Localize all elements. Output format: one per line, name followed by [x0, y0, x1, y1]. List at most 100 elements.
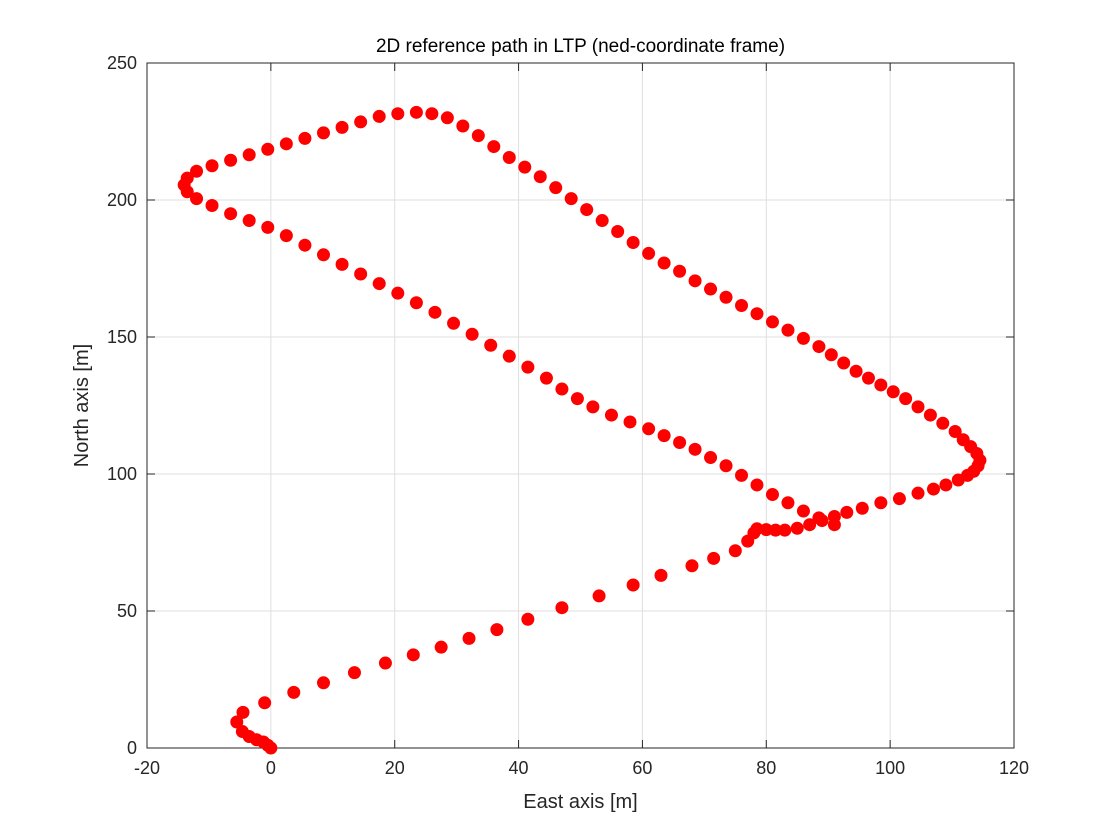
data-point — [688, 442, 702, 456]
data-point — [564, 192, 578, 206]
data-point — [657, 429, 671, 443]
y-tick-label: 100 — [107, 464, 137, 484]
data-point — [948, 425, 962, 439]
y-tick-label: 200 — [107, 190, 137, 210]
data-point — [939, 478, 953, 492]
data-point — [298, 131, 312, 145]
data-point — [347, 666, 361, 680]
data-point — [391, 107, 405, 121]
data-point — [378, 656, 392, 670]
data-point — [261, 142, 275, 156]
data-point — [673, 264, 687, 278]
data-point — [886, 385, 900, 399]
data-point — [258, 696, 272, 710]
data-point — [224, 207, 238, 221]
data-point — [409, 296, 423, 310]
data-point — [533, 170, 547, 184]
data-point — [778, 523, 792, 537]
data-point — [735, 298, 749, 312]
data-point — [549, 181, 563, 195]
data-point — [803, 518, 817, 532]
data-point — [502, 349, 516, 363]
data-point — [750, 307, 764, 321]
data-point — [465, 327, 479, 341]
data-point — [279, 137, 293, 151]
data-point — [704, 451, 718, 465]
data-point — [462, 631, 476, 645]
data-point — [595, 214, 609, 228]
data-point — [279, 229, 293, 243]
data-point — [673, 435, 687, 449]
x-tick-label: -20 — [134, 758, 160, 778]
data-point — [899, 392, 913, 406]
data-point — [354, 115, 368, 129]
data-point — [242, 214, 256, 228]
data-point — [685, 559, 699, 573]
data-point — [604, 408, 618, 422]
data-point — [849, 364, 863, 378]
data-point — [456, 119, 470, 133]
y-tick-label: 250 — [107, 53, 137, 73]
y-tick-label: 0 — [127, 738, 137, 758]
data-point — [623, 415, 637, 429]
data-point — [911, 486, 925, 500]
data-point — [518, 160, 532, 174]
data-point — [287, 685, 301, 699]
data-point — [224, 153, 238, 167]
data-point — [316, 248, 330, 262]
data-point — [759, 523, 773, 537]
data-point — [555, 382, 569, 396]
data-point — [642, 422, 656, 436]
data-point — [735, 468, 749, 482]
data-point — [190, 192, 204, 206]
data-point — [502, 151, 516, 165]
data-point — [765, 488, 779, 502]
data-point — [316, 676, 330, 690]
data-point — [750, 522, 764, 536]
data-point — [837, 356, 851, 370]
data-point — [874, 496, 888, 510]
data-point — [471, 129, 485, 143]
data-point — [372, 109, 386, 123]
data-point — [205, 198, 219, 212]
x-tick-label: 100 — [875, 758, 905, 778]
data-point — [936, 416, 950, 430]
data-point — [409, 105, 423, 119]
data-point — [704, 282, 718, 296]
x-tick-label: 0 — [266, 758, 276, 778]
data-point — [861, 371, 875, 385]
data-point — [521, 612, 535, 626]
data-point — [261, 220, 275, 234]
data-point — [654, 568, 668, 582]
data-point — [719, 459, 733, 473]
data-point — [892, 492, 906, 506]
data-point — [447, 316, 461, 330]
grid — [147, 63, 1014, 748]
data-point — [335, 120, 349, 134]
data-point — [521, 360, 535, 374]
data-point — [236, 705, 250, 719]
data-point — [824, 348, 838, 362]
data-point — [611, 225, 625, 239]
y-tick-label: 50 — [117, 601, 137, 621]
data-point — [956, 433, 970, 447]
data-point — [642, 246, 656, 260]
data-point — [827, 518, 841, 532]
data-point — [796, 331, 810, 345]
data-point — [242, 148, 256, 162]
data-point — [316, 126, 330, 140]
data-point — [335, 257, 349, 271]
x-tick-label: 20 — [385, 758, 405, 778]
data-point — [750, 478, 764, 492]
data-point — [812, 511, 826, 525]
data-point — [539, 371, 553, 385]
data-point — [586, 400, 600, 414]
data-point — [490, 623, 504, 637]
data-point — [874, 378, 888, 392]
data-point — [592, 589, 606, 603]
data-point — [570, 392, 584, 406]
x-tick-label: 80 — [756, 758, 776, 778]
